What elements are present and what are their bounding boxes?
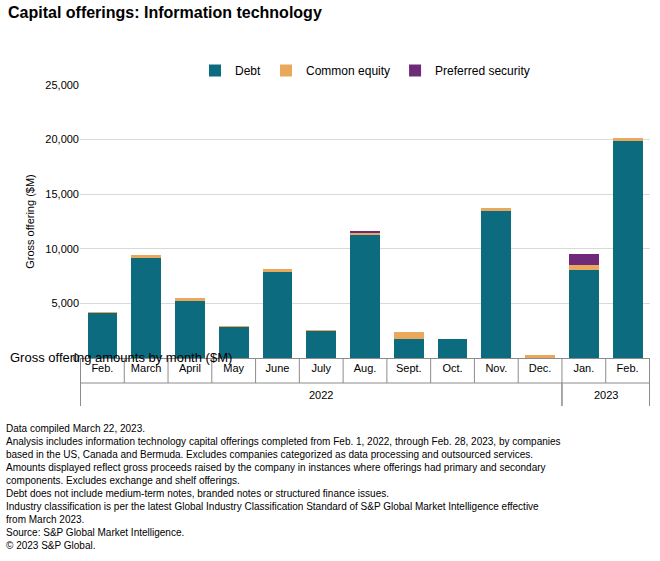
svg-text:2023: 2023	[594, 389, 618, 401]
svg-text:Jan.: Jan.	[573, 362, 594, 374]
svg-text:5,000: 5,000	[51, 297, 79, 309]
svg-text:Nov.: Nov.	[485, 362, 507, 374]
svg-text:20,000: 20,000	[45, 133, 79, 145]
svg-text:Gross offering ($M): Gross offering ($M)	[24, 174, 36, 269]
svg-text:Common equity: Common equity	[306, 64, 390, 78]
svg-text:Gross offering amounts by mont: Gross offering amounts by month ($M)	[10, 350, 232, 365]
svg-text:Aug.: Aug.	[354, 362, 377, 374]
svg-text:0: 0	[73, 352, 79, 364]
svg-text:15,000: 15,000	[45, 188, 79, 200]
svg-text:Dec.: Dec.	[529, 362, 552, 374]
svg-text:May: May	[223, 362, 244, 374]
svg-text:Capital offerings: Information: Capital offerings: Information technolog…	[8, 4, 322, 21]
svg-text:July: July	[311, 362, 331, 374]
svg-text:June: June	[266, 362, 290, 374]
svg-text:10,000: 10,000	[45, 243, 79, 255]
svg-text:25,000: 25,000	[45, 79, 79, 91]
svg-text:Feb.: Feb.	[617, 362, 639, 374]
svg-text:Data compiled March 22, 2023.A: Data compiled March 22, 2023.Analysis in…	[6, 423, 561, 551]
svg-text:April: April	[179, 362, 201, 374]
svg-text:Debt: Debt	[235, 64, 261, 78]
svg-text:Oct.: Oct.	[442, 362, 462, 374]
svg-text:Feb.: Feb.	[91, 362, 113, 374]
svg-text:March: March	[131, 362, 162, 374]
svg-text:2022: 2022	[309, 389, 333, 401]
svg-text:Preferred security: Preferred security	[435, 64, 530, 78]
svg-text:Sept.: Sept.	[396, 362, 422, 374]
